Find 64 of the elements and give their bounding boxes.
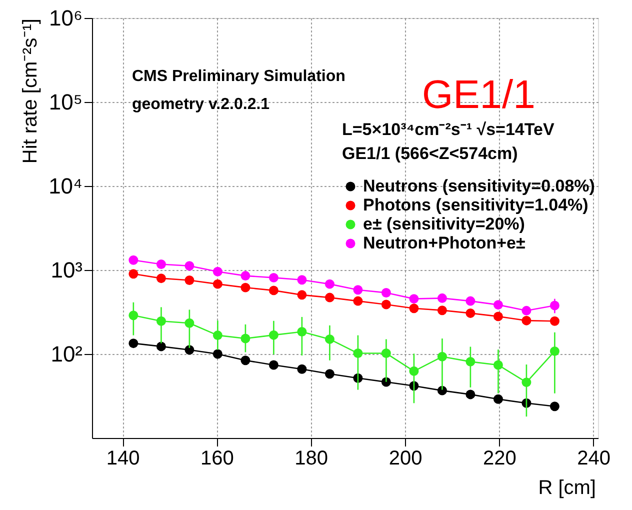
annotation: GE1/1 (566<Z<574cm) bbox=[342, 144, 518, 163]
point bbox=[184, 345, 194, 355]
point bbox=[268, 360, 278, 370]
point bbox=[156, 342, 166, 352]
point bbox=[466, 308, 476, 318]
point bbox=[128, 269, 138, 279]
point bbox=[184, 261, 194, 271]
point bbox=[156, 274, 166, 284]
y-tick-label: 10² bbox=[50, 342, 82, 366]
legend-label: Neutron+Photon+e± bbox=[363, 234, 526, 252]
y-tick-label: 10⁵ bbox=[48, 90, 82, 114]
x-tick-label: 160 bbox=[200, 448, 234, 470]
point bbox=[522, 306, 532, 316]
annotation: CMS Preliminary Simulation bbox=[132, 68, 346, 85]
point bbox=[493, 300, 503, 310]
point bbox=[437, 293, 447, 303]
annotation: L=5×10³⁴cm⁻²s⁻¹ √s=14TeV bbox=[342, 120, 555, 139]
point bbox=[409, 304, 419, 314]
point bbox=[268, 286, 278, 296]
point bbox=[240, 282, 250, 292]
x-axis-title: R [cm] bbox=[538, 477, 596, 499]
x-tick-label: 140 bbox=[106, 448, 140, 470]
point bbox=[212, 349, 222, 359]
point bbox=[268, 272, 278, 282]
x-tick-label: 240 bbox=[577, 448, 610, 470]
point bbox=[324, 279, 334, 289]
point bbox=[381, 300, 391, 310]
point bbox=[297, 364, 307, 374]
point bbox=[493, 394, 503, 404]
point bbox=[128, 255, 138, 265]
point bbox=[212, 279, 222, 289]
point bbox=[353, 296, 363, 306]
point bbox=[550, 402, 560, 412]
point bbox=[240, 271, 250, 281]
point bbox=[493, 312, 503, 322]
x-tick-label: 220 bbox=[482, 448, 516, 470]
point bbox=[466, 390, 476, 400]
point bbox=[437, 306, 447, 316]
point bbox=[212, 266, 222, 276]
y-tick-label: 10³ bbox=[50, 258, 82, 282]
annotation: GE1/1 bbox=[422, 73, 536, 117]
x-tick-label: 200 bbox=[388, 448, 422, 470]
point bbox=[324, 292, 334, 302]
point bbox=[297, 275, 307, 285]
y-tick-label: 10⁴ bbox=[48, 174, 82, 198]
point bbox=[324, 369, 334, 379]
legend-label: Photons (sensitivity=1.04%) bbox=[363, 196, 588, 214]
point bbox=[522, 316, 532, 326]
point bbox=[156, 260, 166, 270]
point bbox=[466, 296, 476, 306]
x-tick-label: 180 bbox=[294, 448, 328, 470]
point bbox=[550, 316, 560, 326]
point bbox=[409, 294, 419, 304]
y-tick-label: 10⁶ bbox=[48, 6, 82, 30]
point bbox=[184, 276, 194, 285]
point bbox=[381, 288, 391, 298]
y-axis-title: Hit rate [cm⁻²s⁻¹] bbox=[20, 18, 42, 164]
legend-label: e± (sensitivity=20%) bbox=[363, 214, 525, 234]
legend-label: Neutrons (sensitivity=0.08%) bbox=[363, 176, 595, 196]
annotation: geometry v.2.0.2.1 bbox=[132, 96, 270, 113]
point bbox=[240, 356, 250, 366]
point bbox=[297, 290, 307, 300]
point bbox=[353, 285, 363, 295]
point bbox=[128, 338, 138, 348]
